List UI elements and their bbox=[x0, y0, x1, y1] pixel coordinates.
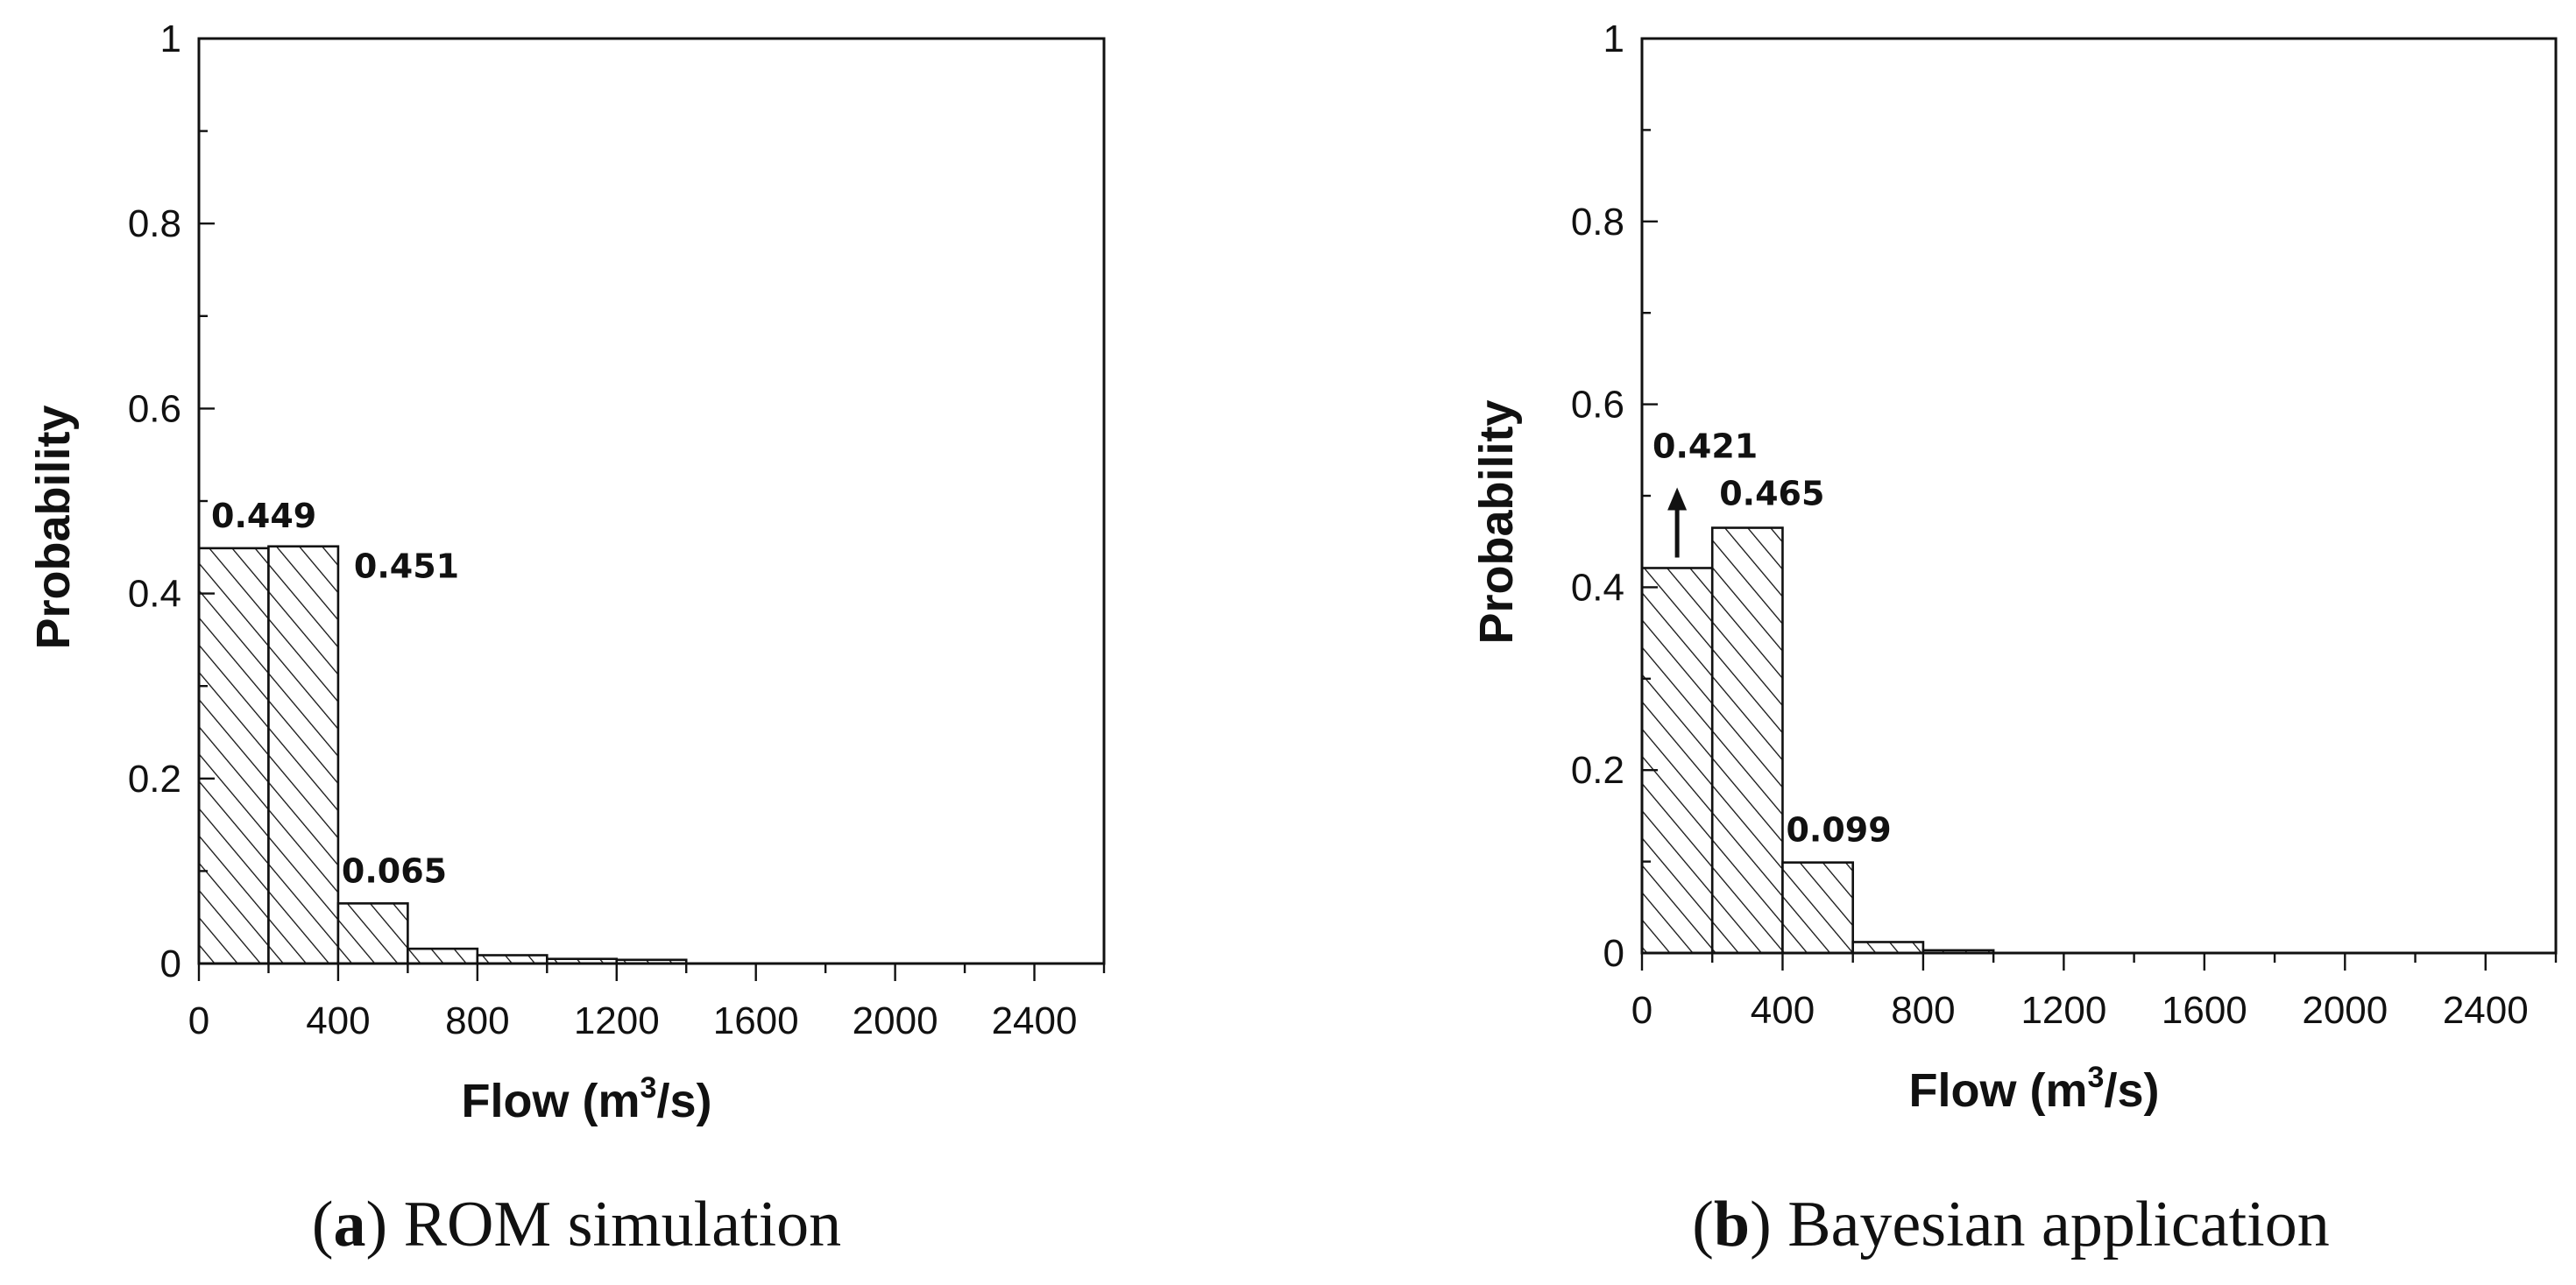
x-tick-label: 2000 bbox=[2302, 989, 2388, 1032]
caption-close-paren: ) bbox=[1750, 1189, 1787, 1260]
chart-panel-b: 0 0.2 0.4 0.6 0.8 1 0 400 800 1200 1600 2000 2400 Flo… bbox=[1470, 18, 2558, 1260]
data-label: 0.099 bbox=[1786, 811, 1891, 850]
data-label: 0.449 bbox=[211, 497, 316, 535]
x-axis-title-main: Flow (m bbox=[1909, 1064, 2088, 1117]
histogram-bar-0 bbox=[197, 547, 270, 965]
x-axis-title: Flow (m3/s) bbox=[1909, 1061, 2160, 1117]
up-arrow-head bbox=[1667, 487, 1688, 511]
data-label: 0.421 bbox=[1652, 427, 1758, 465]
histogram-bar-2 bbox=[1781, 861, 1854, 955]
x-tick-label: 1600 bbox=[2162, 989, 2247, 1032]
x-axis-title-superscript: 3 bbox=[640, 1071, 657, 1105]
histogram-bar-1 bbox=[267, 545, 340, 965]
y-tick-label: 0.2 bbox=[128, 758, 181, 801]
panel-caption: (b) Bayesian application bbox=[1692, 1189, 2330, 1260]
y-tick-label: 0 bbox=[1603, 932, 1624, 975]
chart-panel-a: 0 0.2 0.4 0.6 0.8 1 0 400 800 1200 1600 2000 2400 Flo… bbox=[27, 18, 1106, 1260]
x-axis-title: Flow (m3/s) bbox=[462, 1071, 712, 1127]
y-axis-title: Probability bbox=[1470, 399, 1523, 644]
histogram-bar-3 bbox=[407, 947, 479, 965]
data-label: 0.465 bbox=[1719, 475, 1824, 513]
histogram-bar-2 bbox=[336, 902, 409, 965]
x-tick-label: 800 bbox=[445, 999, 509, 1042]
x-axis-title-main: Flow (m bbox=[462, 1075, 640, 1127]
x-tick-label: 1200 bbox=[574, 999, 660, 1042]
x-axis-title-tail: /s) bbox=[2104, 1064, 2159, 1117]
x-tick-label: 800 bbox=[1891, 989, 1955, 1032]
x-tick-label: 400 bbox=[1751, 989, 1815, 1032]
y-tick-label: 0.8 bbox=[1571, 201, 1624, 244]
y-tick-label: 0.4 bbox=[128, 573, 181, 616]
x-tick-label: 0 bbox=[1631, 989, 1652, 1032]
caption-letter: b bbox=[1714, 1189, 1750, 1260]
histogram-bar-0 bbox=[1640, 567, 1714, 955]
data-label: 0.451 bbox=[354, 547, 459, 586]
x-tick-label: 400 bbox=[306, 999, 370, 1042]
caption-close-paren: ) bbox=[365, 1189, 403, 1260]
y-axis-title: Probability bbox=[27, 405, 80, 649]
x-tick-label: 1600 bbox=[713, 999, 799, 1042]
y-tick-label: 1 bbox=[1603, 18, 1624, 60]
x-tick-label: 2400 bbox=[2443, 989, 2529, 1032]
y-tick-label: 0.8 bbox=[128, 202, 181, 245]
histogram-bar-3 bbox=[1851, 941, 1925, 955]
y-tick-label: 0.2 bbox=[1571, 749, 1624, 792]
caption-letter: a bbox=[333, 1189, 365, 1260]
x-tick-label: 2400 bbox=[992, 999, 1078, 1042]
x-axis-title-tail: /s) bbox=[656, 1075, 711, 1127]
y-tick-label: 0.6 bbox=[128, 387, 181, 430]
x-tick-label: 1200 bbox=[2020, 989, 2106, 1032]
x-tick-label: 2000 bbox=[853, 999, 938, 1042]
x-axis-title-superscript: 3 bbox=[2088, 1061, 2105, 1094]
x-tick-label: 0 bbox=[188, 999, 209, 1042]
y-tick-label: 1 bbox=[160, 18, 181, 60]
data-label: 0.065 bbox=[342, 851, 447, 890]
caption-text: Bayesian application bbox=[1787, 1189, 2330, 1260]
y-tick-label: 0.4 bbox=[1571, 566, 1624, 609]
caption-text: ROM simulation bbox=[404, 1189, 842, 1260]
histogram-bar-1 bbox=[1710, 526, 1784, 955]
caption-open-paren: ( bbox=[1692, 1189, 1714, 1260]
caption-open-paren: ( bbox=[312, 1189, 334, 1260]
panel-caption: (a) ROM simulation bbox=[312, 1189, 841, 1260]
y-tick-label: 0 bbox=[160, 943, 181, 985]
y-tick-label: 0.6 bbox=[1571, 384, 1624, 427]
